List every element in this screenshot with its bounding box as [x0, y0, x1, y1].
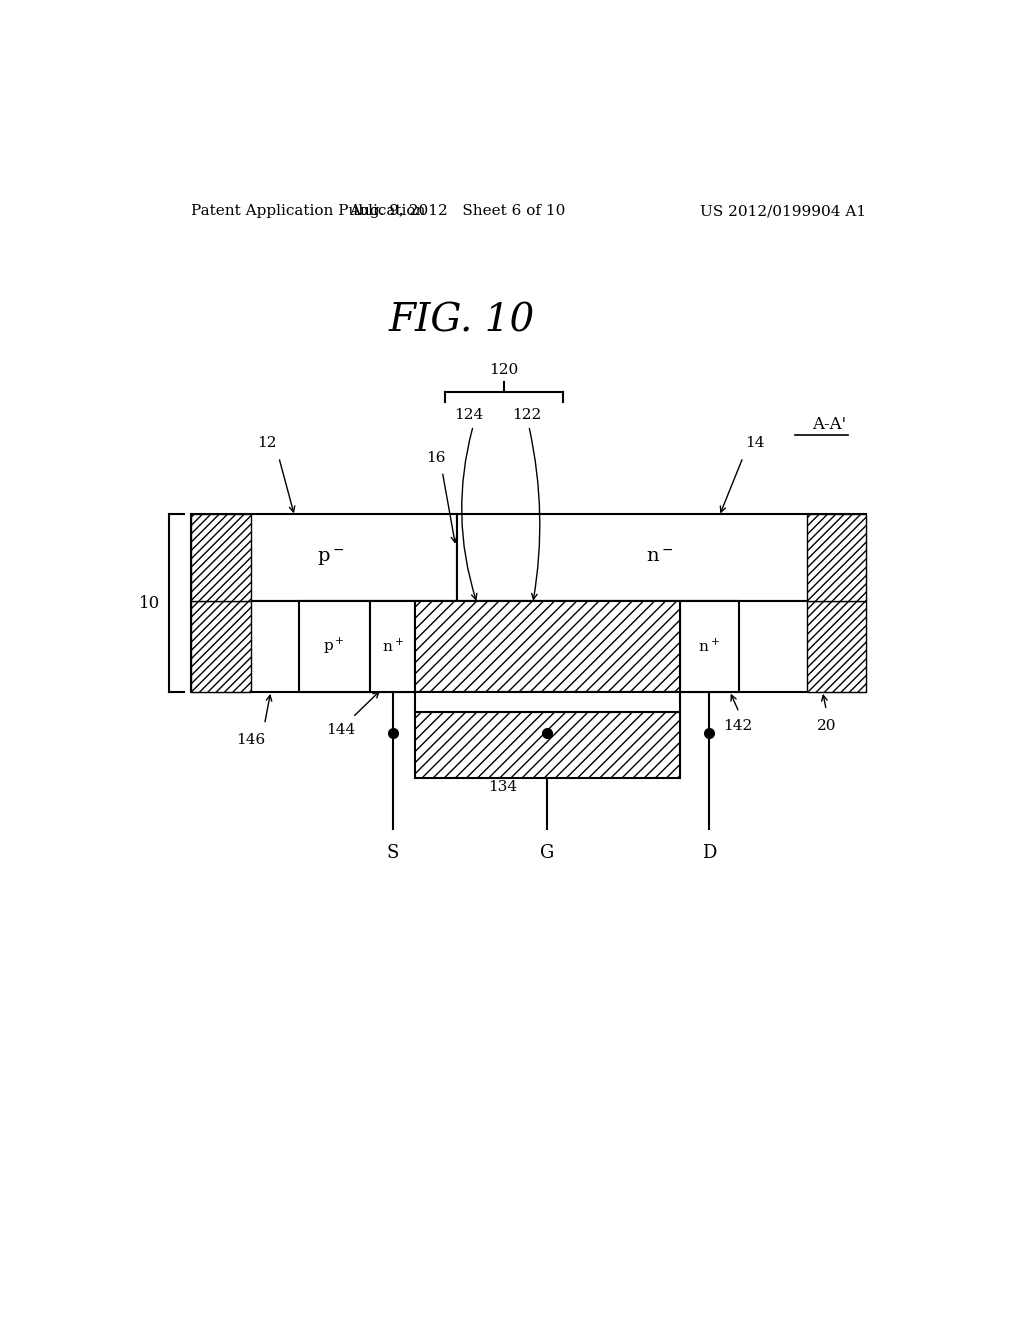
Bar — [370, 601, 416, 692]
Text: 12: 12 — [257, 436, 276, 450]
Text: S: S — [386, 845, 399, 862]
Bar — [807, 601, 866, 692]
Bar — [299, 601, 370, 692]
Bar — [807, 515, 866, 601]
Bar — [191, 601, 251, 692]
Text: 142: 142 — [723, 718, 752, 733]
Text: p$^-$: p$^-$ — [316, 546, 344, 568]
Bar — [458, 601, 866, 692]
Text: n$^+$: n$^+$ — [382, 638, 403, 655]
Text: 134: 134 — [488, 780, 517, 793]
Text: G: G — [541, 845, 555, 862]
Bar — [680, 601, 739, 692]
Text: Aug. 9, 2012   Sheet 6 of 10: Aug. 9, 2012 Sheet 6 of 10 — [349, 205, 565, 218]
Text: 14: 14 — [745, 436, 765, 450]
Text: p$^+$: p$^+$ — [324, 636, 345, 656]
Text: 16: 16 — [426, 451, 445, 465]
Text: 10: 10 — [138, 594, 160, 611]
Text: 124: 124 — [455, 408, 484, 421]
Text: 146: 146 — [237, 733, 265, 747]
Text: n$^-$: n$^-$ — [646, 548, 674, 566]
Bar — [191, 601, 458, 692]
Bar — [191, 515, 458, 601]
Text: Patent Application Publication: Patent Application Publication — [191, 205, 426, 218]
Text: 144: 144 — [326, 722, 355, 737]
Text: 120: 120 — [489, 363, 519, 376]
Text: 132: 132 — [604, 754, 633, 767]
Bar — [416, 692, 680, 713]
Text: A-A': A-A' — [812, 416, 846, 433]
Text: 122: 122 — [512, 408, 541, 421]
Text: US 2012/0199904 A1: US 2012/0199904 A1 — [700, 205, 866, 218]
Bar — [416, 713, 680, 779]
Bar — [416, 601, 680, 692]
Text: D: D — [702, 845, 717, 862]
Text: FIG. 10: FIG. 10 — [388, 302, 535, 339]
Bar — [458, 515, 866, 601]
Text: n$^+$: n$^+$ — [698, 638, 720, 655]
Text: 20: 20 — [816, 718, 837, 733]
Bar — [191, 515, 251, 601]
